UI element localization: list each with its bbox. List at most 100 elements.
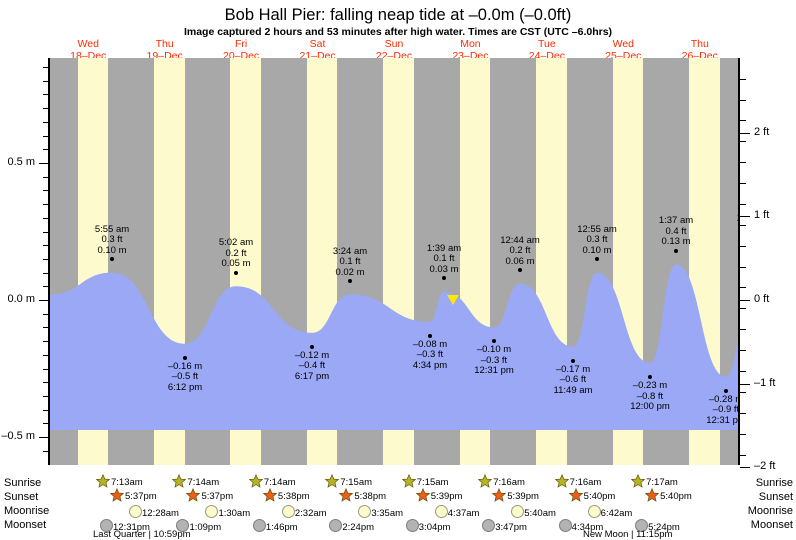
y-tick-left-major-1 [39, 300, 49, 301]
sunset-star-icon [492, 488, 507, 505]
y-tick-right-minor [740, 267, 746, 268]
low-tide-label-0-line-0: –0.16 m [167, 360, 203, 372]
sunset-time-4: 5:39pm [430, 491, 463, 502]
y-tick-right-major-4 [740, 467, 750, 468]
sunrise-time-4: 7:15am [416, 477, 449, 488]
high-tide-label-4: 12:44 am 0.2 ft 0.06 m [475, 234, 565, 268]
y-label-left-1: 0.0 m [7, 293, 35, 305]
moonset-entry-7: 5:24pm [635, 519, 680, 533]
high-tide-label-5-line-2: 0.10 m [582, 244, 612, 256]
row-label-left-sunset: Sunset [4, 491, 39, 503]
y-tick-left-minor [43, 190, 49, 191]
moonrise-icon [587, 505, 601, 518]
y-tick-left-minor [43, 423, 49, 424]
high-tide-label-2: 3:24 am 0.1 ft 0.02 m [305, 245, 395, 279]
star-icon [339, 488, 354, 502]
day-name: Mon [460, 38, 481, 50]
high-tide-label-6-dot [674, 248, 678, 253]
y-tick-left-major-2 [39, 437, 49, 438]
sunrise-star-icon [96, 474, 110, 491]
y-tick-left-minor [43, 177, 49, 178]
low-tide-label-0-line-2: 6:12 pm [167, 381, 203, 393]
sunrise-entry-7: 7:17am [631, 474, 678, 491]
moonrise-time-6: 6:42am [600, 508, 633, 519]
sunset-entry-6: 5:40pm [568, 488, 615, 505]
y-tick-left-major-0 [39, 163, 49, 164]
high-tide-label-7: 2:30 am0.5 ft0.14 m [709, 213, 738, 246]
sunrise-time-1: 7:14am [187, 477, 220, 488]
low-tide-label-6-line-1: –0.9 ft [712, 404, 738, 416]
day-name: Wed [612, 38, 635, 50]
sunrise-entry-6: 7:16am [554, 474, 601, 491]
sunrise-entry-3: 7:15am [325, 474, 372, 491]
sunrise-star-icon [631, 474, 646, 491]
y-tick-right-minor [740, 308, 746, 309]
moonrise-icon [129, 505, 142, 518]
row-label-right-sunset: Sunset [758, 491, 793, 503]
high-tide-label-0-line-2: 0.10 m [97, 244, 127, 256]
moonrise-icon [205, 505, 219, 518]
low-tide-label-1-line-1: –0.4 ft [298, 360, 326, 372]
moonrise-time-2: 2:32am [294, 508, 327, 519]
row-label-right-moonrise: Moonrise [747, 505, 793, 517]
y-tick-right-major-1 [740, 216, 750, 217]
sunrise-time-0: 7:13am [111, 477, 143, 488]
low-tide-label-3-line-1: –0.3 ft [480, 354, 508, 366]
moonset-icon [252, 519, 266, 532]
high-tide-label-1-line-2: 0.05 m [221, 258, 251, 270]
row-label-left-sunrise: Sunrise [4, 477, 42, 489]
high-tide-label-6-line-2: 0.13 m [661, 236, 691, 248]
high-tide-label-4-line-0: 12:44 am [500, 234, 540, 246]
sunset-star-icon [262, 488, 277, 505]
high-tide-label-7-line-1: 0.5 ft [709, 224, 738, 235]
low-tide-label-4-line-1: –0.6 ft [559, 374, 587, 386]
sunrise-star-icon [172, 474, 187, 491]
star-icon [401, 474, 416, 488]
sunset-star-icon [568, 488, 583, 505]
sunset-time-1: 5:37pm [201, 491, 234, 502]
sunrise-star-icon [554, 474, 569, 491]
y-tick-left-minor [43, 410, 49, 411]
sunset-time-0: 5:37pm [125, 491, 157, 502]
high-tide-label-1-line-0: 5:02 am [218, 237, 254, 249]
y-tick-left-minor [43, 136, 49, 137]
high-tide-label-6-line-1: 0.4 ft [665, 225, 687, 237]
y-tick-right-major-2 [740, 300, 750, 301]
high-tide-label-3-line-2: 0.03 m [429, 263, 459, 275]
star-icon [172, 474, 187, 488]
y-label-right-3: –1 ft [754, 377, 776, 389]
star-icon [554, 474, 569, 488]
sunset-entry-4: 5:39pm [415, 488, 463, 505]
star-icon [248, 474, 263, 488]
moonrise-icon [358, 505, 372, 518]
star-icon [645, 488, 660, 502]
moonset-icon [329, 519, 343, 532]
star-icon [325, 474, 340, 488]
y-tick-right-minor [740, 141, 746, 142]
high-tide-label-2-line-0: 3:24 am [332, 245, 368, 257]
moonset-time-0: 12:31pm [113, 522, 150, 533]
sunrise-entry-4: 7:15am [401, 474, 449, 491]
low-tide-label-2-line-0: –0.08 m [412, 338, 448, 350]
y-tick-left-minor [43, 81, 49, 82]
high-tide-label-1-dot [234, 270, 238, 275]
low-tide-label-2-line-2: 4:34 pm [412, 359, 448, 371]
low-tide-label-4-line-0: –0.17 m [555, 363, 591, 375]
day-name: Thu [690, 38, 709, 50]
high-tide-label-2-line-1: 0.1 ft [339, 256, 361, 268]
sunset-time-7: 5:40pm [660, 491, 692, 502]
row-label-left-moonrise: Moonrise [4, 505, 50, 517]
high-tide-label-6: 1:37 am 0.4 ft 0.13 m [631, 216, 721, 248]
low-tide-label-4-dot [571, 358, 575, 363]
y-label-right-4: –2 ft [754, 460, 776, 472]
high-tide-label-3-dot [442, 276, 446, 281]
y-tick-right-minor [740, 392, 746, 393]
y-tick-left-minor [43, 94, 49, 95]
moonrise-entry-3: 3:35am [358, 505, 403, 519]
high-tide-label-5: 12:55 am 0.3 ft 0.10 m [552, 224, 642, 257]
moonset-icon [405, 519, 419, 532]
high-tide-label-1: 5:02 am 0.2 ft 0.05 m [191, 238, 281, 270]
y-tick-left-minor [43, 67, 49, 68]
low-tide-label-5-line-1: –0.8 ft [636, 390, 664, 402]
low-tide-label-6-line-2: 12:31 pm [706, 414, 738, 426]
